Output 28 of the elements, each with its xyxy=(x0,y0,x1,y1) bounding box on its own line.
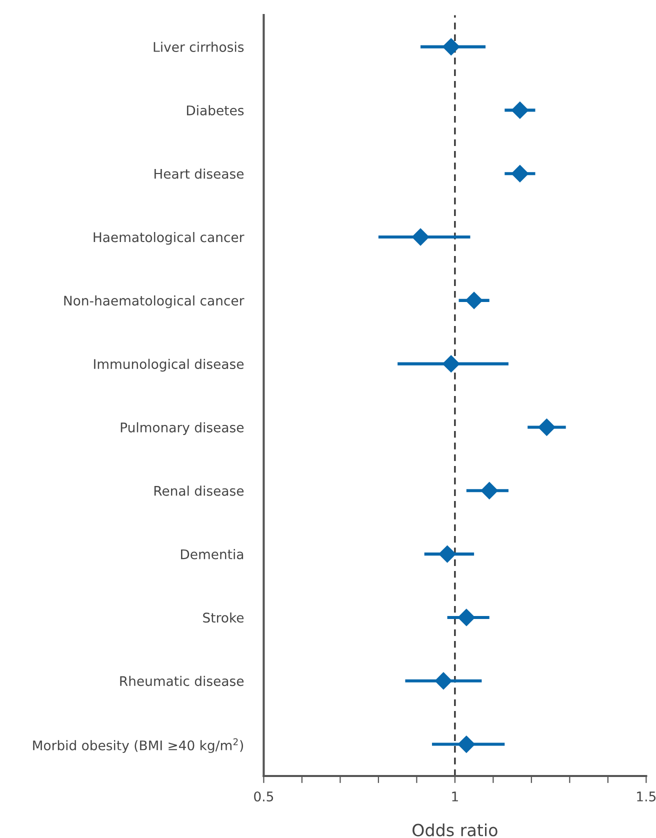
x-tick-label: 0.5 xyxy=(254,792,274,802)
point xyxy=(480,482,498,500)
point xyxy=(412,228,430,246)
point xyxy=(538,418,556,436)
y-tick-label: Stroke xyxy=(203,612,244,623)
y-tick-label: Dementia xyxy=(181,549,244,560)
x-tick-label: 1.5 xyxy=(637,792,656,802)
y-tick-label: Morbid obesity (BMI ≥40 kg/m$^{2}$) xyxy=(33,738,244,753)
x-tick-label: 1 xyxy=(452,792,458,802)
y-tick-label: Renal disease xyxy=(154,486,244,496)
point xyxy=(466,292,483,309)
point xyxy=(511,102,529,119)
y-tick-label: Diabetes xyxy=(186,105,244,116)
y-tick-label: Liver cirrhosis xyxy=(154,42,244,52)
y-tick-label: Pulmonary disease xyxy=(120,422,244,435)
y-tick-label: Rheumatic disease xyxy=(120,676,244,686)
y-tick-label: Heart disease xyxy=(154,168,244,179)
point xyxy=(442,355,460,372)
point xyxy=(442,38,460,56)
y-tick-label: Non-haematological cancer xyxy=(64,295,244,308)
x-axis-title: Odds ratio xyxy=(412,823,498,836)
y-tick-label: Haematological cancer xyxy=(94,232,244,245)
point xyxy=(511,165,529,182)
y-tick-label: Immunological disease xyxy=(94,358,244,372)
point xyxy=(438,546,456,563)
point xyxy=(434,672,452,690)
point xyxy=(458,736,475,753)
point xyxy=(458,608,475,626)
